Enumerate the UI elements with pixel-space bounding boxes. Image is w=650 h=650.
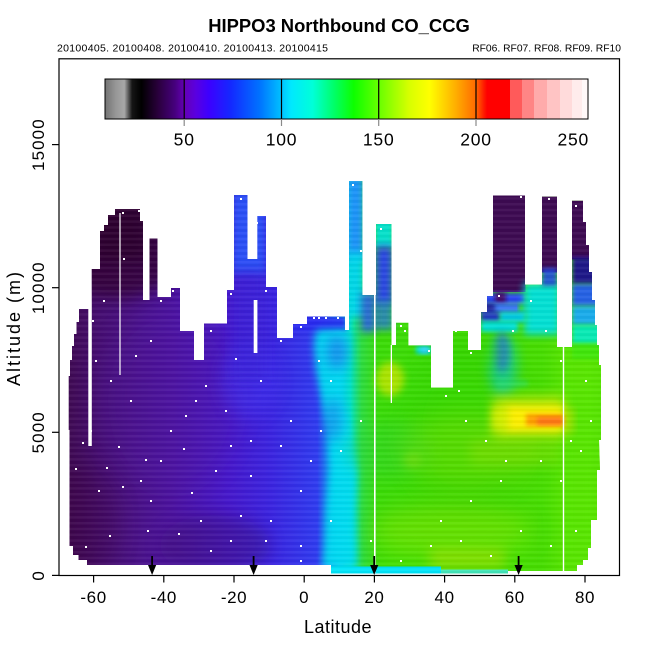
svg-text:5000: 5000	[29, 411, 48, 453]
svg-text:Altitude (m): Altitude (m)	[4, 270, 24, 386]
svg-text:200: 200	[460, 130, 492, 150]
svg-text:10000: 10000	[29, 261, 48, 314]
svg-text:-20: -20	[221, 588, 247, 607]
svg-text:20: 20	[364, 588, 384, 607]
svg-text:150: 150	[363, 130, 395, 150]
svg-text:80: 80	[575, 588, 595, 607]
svg-text:40: 40	[435, 588, 455, 607]
svg-text:0: 0	[29, 570, 48, 581]
svg-text:15000: 15000	[29, 118, 48, 171]
svg-text:0: 0	[299, 588, 309, 607]
svg-text:-40: -40	[151, 588, 177, 607]
svg-text:HIPPO3 Northbound CO_CCG: HIPPO3 Northbound CO_CCG	[208, 15, 470, 36]
svg-text:250: 250	[557, 130, 589, 150]
svg-text:20100405. 20100408. 20100410.: 20100405. 20100408. 20100410. 20100413. …	[57, 43, 328, 55]
svg-text:60: 60	[505, 588, 525, 607]
svg-text:RF06. RF07. RF08. RF09. RF10: RF06. RF07. RF08. RF09. RF10	[472, 44, 621, 55]
svg-text:100: 100	[266, 130, 298, 150]
svg-text:-60: -60	[80, 588, 106, 607]
svg-text:Latitude: Latitude	[304, 617, 372, 637]
svg-text:50: 50	[174, 130, 195, 150]
